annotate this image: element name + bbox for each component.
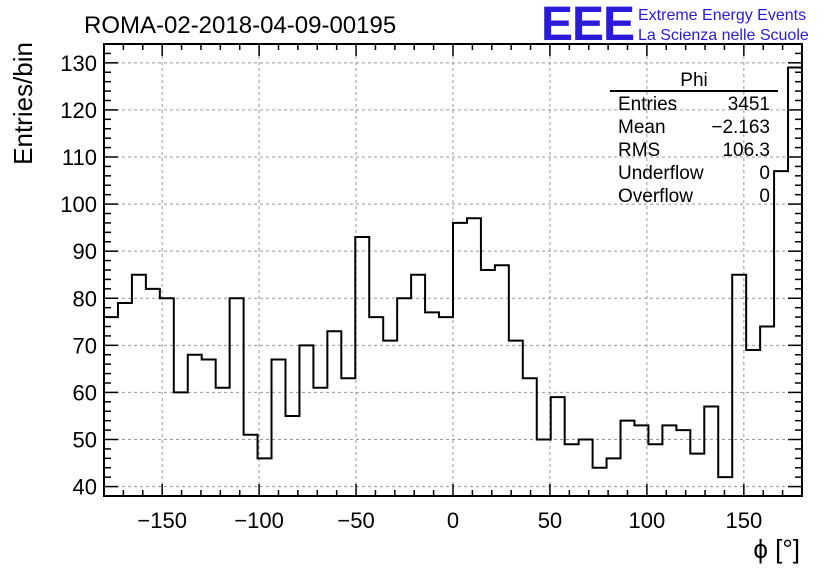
stats-value-underflow: 0 bbox=[759, 163, 770, 184]
chart-title: ROMA-02-2018-04-09-00195 bbox=[84, 12, 396, 39]
x-tick-label: 100 bbox=[629, 508, 666, 533]
y-tick-label: 90 bbox=[73, 239, 97, 264]
stats-value-entries: 3451 bbox=[728, 94, 770, 115]
stats-label-overflow: Overflow bbox=[618, 186, 693, 207]
y-axis-title: Entries/bin bbox=[8, 42, 38, 165]
logo-line-1: Extreme Energy Events bbox=[638, 7, 806, 24]
y-tick-label: 40 bbox=[73, 475, 97, 500]
x-tick-label: 150 bbox=[725, 508, 762, 533]
x-tick-label: −100 bbox=[234, 508, 284, 533]
stats-title: Phi bbox=[680, 70, 707, 91]
stats-value-mean: −2.163 bbox=[711, 117, 770, 138]
stats-label-rms: RMS bbox=[618, 140, 660, 161]
y-tick-label: 60 bbox=[73, 380, 97, 405]
stats-box: Phi Entries 3451 Mean −2.163 RMS 106.3 U… bbox=[610, 70, 778, 207]
stats-label-mean: Mean bbox=[618, 117, 666, 138]
stats-value-overflow: 0 bbox=[759, 186, 770, 207]
y-tick-label: 110 bbox=[62, 145, 97, 170]
tick-labels: −150 −100 −50 0 50 100 150 40 50 60 70 80 90 100 110 12… bbox=[60, 51, 762, 533]
axes bbox=[103, 43, 803, 497]
x-axis-title: ϕ [°] bbox=[753, 534, 800, 564]
logo-line-2: La Scienza nelle Scuole bbox=[638, 27, 809, 44]
y-tick-label: 120 bbox=[60, 98, 97, 123]
y-tick-label: 80 bbox=[73, 286, 97, 311]
x-tick-label: 50 bbox=[538, 508, 562, 533]
eee-logo: EEE Extreme Energy Events La Scienza nel… bbox=[541, 0, 809, 51]
y-tick-label: 100 bbox=[60, 192, 97, 217]
stats-label-entries: Entries bbox=[618, 94, 677, 115]
logo-letters: EEE bbox=[541, 0, 634, 51]
stats-value-rms: 106.3 bbox=[722, 140, 770, 161]
x-tick-label: 0 bbox=[447, 508, 459, 533]
y-tick-label: 130 bbox=[60, 51, 97, 76]
y-tick-label: 50 bbox=[73, 428, 97, 453]
y-tick-label: 70 bbox=[73, 333, 97, 358]
stats-label-underflow: Underflow bbox=[618, 163, 704, 184]
histogram-line bbox=[104, 66, 802, 479]
x-tick-label: −150 bbox=[137, 508, 187, 533]
x-tick-label: −50 bbox=[337, 508, 374, 533]
